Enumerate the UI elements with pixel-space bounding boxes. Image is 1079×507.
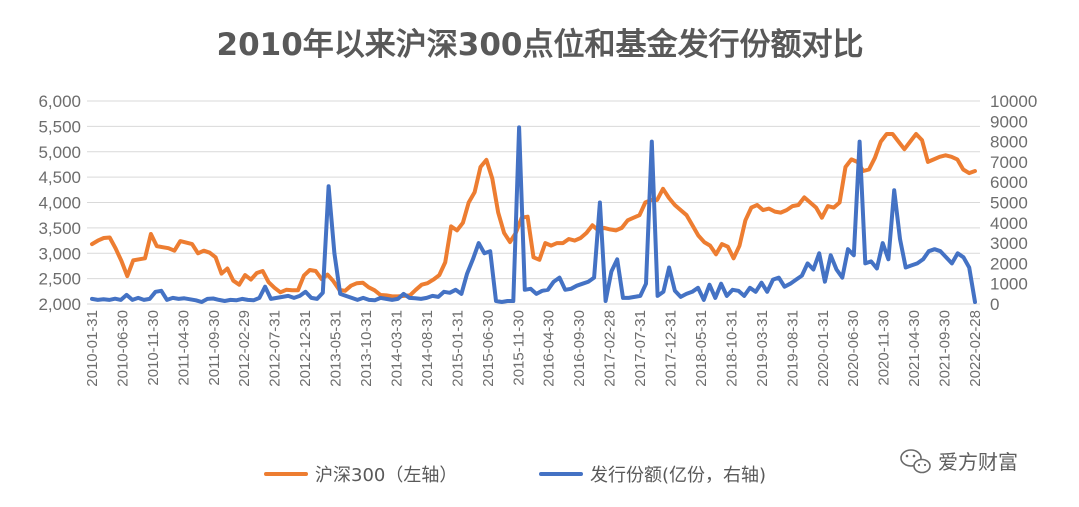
left-tick-label: 3,000 [38,244,81,263]
right-tick-label: 8000 [990,133,1028,152]
left-tick-label: 6,000 [38,92,81,111]
watermark-text: 爱方财富 [938,450,1018,474]
x-tick-label: 2010-11-30 [145,310,162,386]
x-tick-label: 2010-01-31 [84,310,101,387]
series-line-fund-issuance [90,125,977,304]
x-tick-label: 2017-02-28 [602,310,619,387]
right-tick-label: 10000 [990,92,1037,111]
right-y-axis: 1000090008000700060005000400030002000100… [990,92,1037,314]
left-tick-label: 4,500 [38,168,81,187]
x-tick-label: 2018-10-31 [723,310,740,387]
x-tick-label: 2012-12-31 [297,310,314,387]
x-axis: 2010-01-31 2010-06-30 2010-11-30 2011-04-30… [84,310,984,387]
x-tick-label: 2021-09-30 [937,310,954,387]
x-tick-label: 2015-01-31 [449,310,466,387]
x-tick-label: 2013-10-31 [358,310,375,387]
legend-label-fund-issuance: 发行份额(亿份，右轴) [590,465,766,486]
left-tick-label: 5,500 [38,117,81,136]
x-tick-label: 2014-08-31 [419,310,436,387]
x-tick-label: 2017-12-31 [663,310,680,387]
wechat-icon [900,449,931,474]
x-tick-label: 2015-06-30 [480,310,497,387]
right-tick-label: 9000 [990,112,1028,131]
gridlines [87,100,980,305]
x-tick-label: 2016-09-30 [571,310,588,387]
x-tick-label: 2019-08-31 [784,310,801,387]
series-line-hs300 [90,132,977,299]
right-tick-label: 6000 [990,173,1028,192]
left-tick-label: 2,000 [38,295,81,314]
legend: 沪深300（左轴） 发行份额(亿份，右轴) [264,465,766,486]
right-tick-label: 2000 [990,254,1028,273]
x-tick-label: 2010-06-30 [114,310,131,387]
right-tick-label: 4000 [990,214,1028,233]
right-tick-label: 7000 [990,153,1028,172]
right-tick-label: 0 [990,295,999,314]
x-tick-label: 2012-02-29 [236,310,253,387]
right-tick-label: 5000 [990,194,1028,213]
x-tick-label: 2018-05-31 [693,310,710,387]
right-tick-label: 1000 [990,275,1028,294]
left-tick-label: 5,000 [38,143,81,162]
left-tick-label: 4,000 [38,194,81,213]
x-tick-label: 2013-05-31 [328,310,345,387]
x-tick-label: 2020-11-30 [876,310,893,386]
series-layer [90,125,977,304]
chart-title: 2010年以来沪深300点位和基金发行份额对比 [217,27,864,63]
right-tick-label: 3000 [990,234,1028,253]
legend-item-hs300: 沪深300（左轴） [264,465,457,486]
x-tick-label: 2019-03-31 [754,310,771,387]
x-tick-label: 2012-07-31 [267,310,284,387]
x-tick-label: 2020-06-30 [845,310,862,387]
watermark: 爱方财富 [900,449,1018,474]
x-tick-label: 2016-04-30 [541,310,558,387]
x-tick-label: 2011-04-30 [175,310,192,386]
legend-label-hs300: 沪深300（左轴） [315,465,457,486]
x-tick-label: 2011-09-30 [206,310,223,386]
x-tick-label: 2020-01-31 [815,310,832,387]
left-tick-label: 2,500 [38,270,81,289]
left-y-axis: 6,000 5,500 5,000 4,500 4,000 3,500 3,000 2,500… [38,92,81,314]
left-tick-label: 3,500 [38,219,81,238]
legend-item-fund-issuance: 发行份额(亿份，右轴) [539,465,766,486]
x-tick-label: 2017-07-31 [632,310,649,387]
x-tick-label: 2014-03-31 [388,310,405,387]
x-tick-label: 2022-02-28 [967,310,984,387]
x-tick-label: 2021-04-30 [906,310,923,387]
x-tick-label: 2015-11-30 [510,310,527,386]
